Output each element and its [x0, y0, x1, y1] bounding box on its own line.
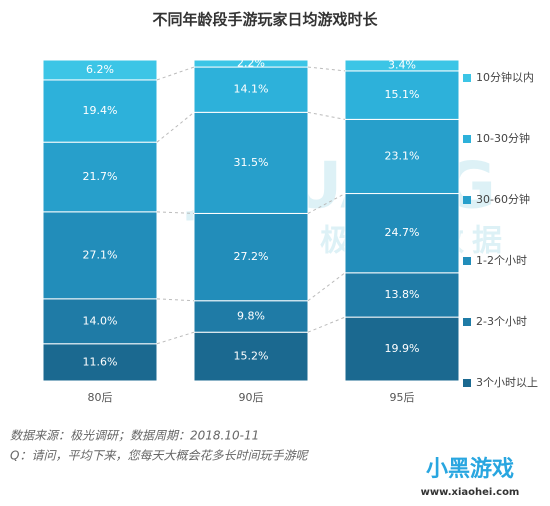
bar-segment [344, 193, 460, 274]
bar-segment [344, 59, 460, 72]
legend-swatch [463, 135, 471, 143]
legend-label: 2-3个小时 [476, 315, 527, 328]
connector [156, 298, 195, 302]
question: Q：请问，平均下来，您每天大概会花多长时间玩手游呢 [10, 449, 309, 463]
value-label: 14.0% [83, 314, 118, 327]
connector [156, 111, 195, 143]
value-label: 19.4% [83, 104, 118, 117]
legend-label: 10分钟以内 [476, 70, 534, 84]
bar-segment [42, 59, 158, 81]
bar-segment [193, 331, 309, 382]
value-label: 23.1% [385, 149, 420, 162]
value-label: 6.2% [86, 63, 114, 76]
bar-segment [193, 59, 309, 68]
value-label: 19.9% [385, 342, 420, 355]
bar-segment [344, 118, 460, 195]
legend-label: 30-60分钟 [476, 192, 530, 206]
bar-segment [344, 272, 460, 318]
connector [307, 111, 346, 120]
legend-label: 10-30分钟 [476, 131, 530, 145]
value-label: 14.1% [234, 83, 269, 96]
legend-swatch [463, 74, 471, 82]
value-label: 31.5% [234, 156, 269, 169]
connector [156, 331, 195, 345]
value-label: 3.4% [388, 58, 416, 71]
bar-segment [193, 212, 309, 302]
legend-swatch [463, 379, 471, 387]
value-label: 15.1% [385, 88, 420, 101]
value-label: 24.7% [385, 226, 420, 239]
plot: JIGUANG极光大数据11.6%14.0%27.1%21.7%19.4%6.2… [42, 57, 538, 404]
legend-label: 1-2个小时 [476, 254, 527, 267]
value-label: 27.2% [234, 250, 269, 263]
legend-swatch [463, 196, 471, 204]
value-label: 13.8% [385, 288, 420, 301]
bar-segment [42, 211, 158, 300]
value-label: 11.6% [83, 355, 118, 368]
connector [156, 66, 195, 81]
legend-swatch [463, 318, 471, 326]
connector [307, 272, 346, 302]
bar-segment [193, 66, 309, 113]
x-tick-label: 95后 [390, 391, 415, 404]
value-label: 9.8% [237, 309, 265, 322]
value-label: 21.7% [83, 170, 118, 183]
bar-segment [344, 70, 460, 120]
legend-swatch [463, 257, 471, 265]
logo-url: www.xiaohei.com [421, 487, 520, 498]
bar-segment [42, 298, 158, 345]
bar-segment [42, 343, 158, 382]
legend-label: 3个小时以上 [476, 376, 538, 389]
bar-segment [193, 111, 309, 214]
connector [307, 193, 346, 214]
connector [307, 66, 346, 72]
connector [156, 211, 195, 214]
x-tick-label: 90后 [239, 391, 264, 404]
source: 数据来源：极光调研；数据周期：2018.10-11 [10, 429, 259, 443]
chart-title: 不同年龄段手游玩家日均游戏时长 [152, 11, 378, 29]
value-label: 2.2% [237, 57, 265, 70]
value-label: 27.1% [83, 248, 118, 261]
connector [307, 316, 346, 333]
x-tick-label: 80后 [88, 391, 113, 404]
bar-segment [42, 79, 158, 143]
logo-name: 小黑游戏 [426, 456, 514, 482]
bar-segment [344, 316, 460, 382]
value-label: 15.2% [234, 350, 269, 363]
